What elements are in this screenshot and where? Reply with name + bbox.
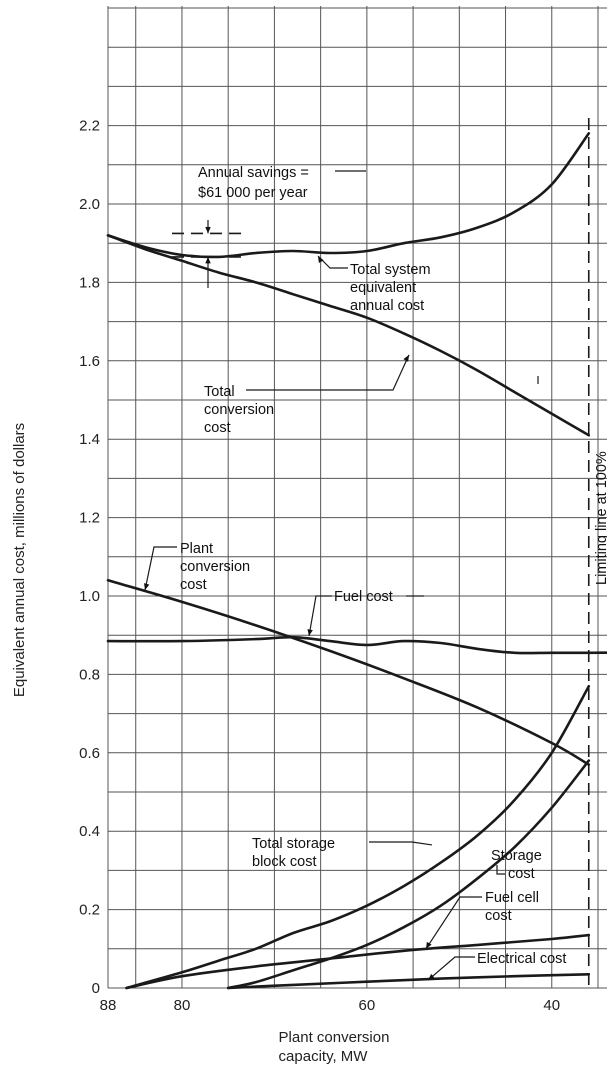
y-tick-label: 0.2 [79,902,100,919]
y-axis-label: Equivalent annual cost, millions of doll… [11,423,28,697]
series-total-system [106,132,591,259]
grid [107,6,607,989]
y-tick-label: 1.2 [79,510,100,527]
total-conversion-label: conversion [204,402,274,418]
series-fuel-cell [125,933,591,990]
total-system-label: Total system [350,262,431,278]
x-axis-label-line-2: capacity, MW [279,1048,369,1065]
fuel-cost-label: Fuel cost [334,589,393,605]
series-plant-conversion [106,579,591,766]
series-storage [226,759,591,990]
plant-conversion-label: Plant [180,541,213,557]
total-storage-block-leader [369,841,433,846]
total-conversion-arrowhead [403,354,409,362]
electrical-cost-leader [427,956,475,981]
y-tick-label: 0.6 [79,745,100,762]
fuel-cost-leader [308,595,332,637]
plant-conversion-arrowhead [144,583,150,591]
total-conversion-label: Total [204,384,235,400]
y-tick-label: 1.0 [79,588,100,605]
y-tick-label: 1.4 [79,431,100,448]
total-conversion-label: cost [204,420,231,436]
series-total-storage-block [125,684,591,990]
y-tick-label: 1.6 [79,353,100,370]
tick-labels: 0 0.2 0.4 0.6 0.8 1.0 1.2 1.4 1.6 1.8 2.0 2.2 88 80 60… [79,118,560,1014]
storage-cost-leader [496,865,505,875]
y-tick-label: 0.4 [79,823,100,840]
fuel-cost-arrowhead [307,629,313,636]
limiting-line-label: Limiting line at 100% [594,451,607,585]
savings-arrowhead [205,226,211,234]
total-system-leader [317,255,348,269]
x-axis-label-line-1: Plant conversion [279,1029,390,1046]
plant-conversion-label: cost [180,577,207,593]
x-tick-label: 60 [359,997,376,1014]
series-total-conversion [106,234,591,437]
fuel-cell-leader [425,896,482,950]
y-tick-label: 0.8 [79,666,100,683]
total-storage-block-label: Total storage [252,836,335,852]
fuel-cell-label: cost [485,908,512,924]
fuel-cell-arrowhead [426,941,432,949]
y-tick-label: 1.8 [79,274,100,291]
total-system-arrowhead [318,256,324,263]
storage-cost-label: Storage [491,848,542,864]
annotations: Limiting line at 100% Annual savings = $61… [144,165,607,981]
total-storage-block-label: block cost [252,854,316,870]
storage-cost-label: cost [508,866,535,882]
electrical-cost-label: Electrical cost [477,951,566,967]
fuel-cell-label: Fuel cell [485,890,539,906]
curves [106,118,607,990]
x-tick-label: 88 [100,997,117,1014]
savings-arrowhead [205,256,211,264]
annual-savings-label: $61 000 per year [198,185,308,201]
total-conversion-leader [246,354,410,391]
total-system-label: equivalent [350,280,416,296]
y-tick-label: 2.0 [79,196,100,213]
plant-conversion-label: conversion [180,559,250,575]
annual-savings-label: Annual savings = [198,165,309,181]
y-tick-label: 0 [92,980,100,997]
y-tick-label: 2.2 [79,118,100,135]
plant-conversion-leader [144,546,177,591]
total-system-label: annual cost [350,298,424,314]
electrical-cost-arrowhead [428,973,435,981]
x-tick-label: 80 [174,997,191,1014]
series-electrical [226,973,591,990]
x-tick-label: 40 [543,997,560,1014]
series-fuel [106,635,607,655]
